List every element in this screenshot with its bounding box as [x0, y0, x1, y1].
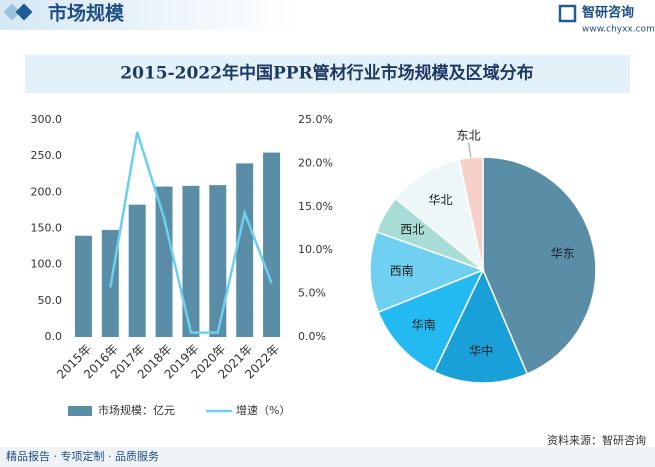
pie-label: 华南 [412, 317, 436, 332]
header-band [0, 0, 300, 30]
header-title: 市场规模 [48, 2, 125, 25]
legend-swatch [68, 406, 92, 416]
y2-tick-label: 15.0% [298, 200, 333, 213]
y2-tick-label: 25.0% [298, 113, 333, 126]
bar [74, 235, 92, 337]
pie-label: 华东 [551, 246, 575, 260]
y-tick-label: 250.0 [31, 149, 63, 162]
bar [263, 152, 281, 337]
y-tick-label: 50.0 [38, 294, 63, 307]
pie-label: 西南 [390, 263, 414, 278]
leader-line [468, 142, 472, 158]
url: www.chyxx.com [582, 25, 655, 35]
pie-slice [394, 158, 485, 272]
pie-slice [458, 156, 484, 271]
bar [182, 185, 200, 337]
pie-slice [369, 230, 486, 314]
footer-left: 精品报告 · 专项定制 · 品质服务 [6, 449, 159, 463]
y2-tick-label: 20.0% [298, 156, 333, 169]
pie-slice [482, 156, 597, 375]
pie-slice [433, 268, 529, 384]
y-tick-label: 0.0 [45, 330, 63, 343]
y2-tick-label: 5.0% [298, 287, 326, 300]
y-tick-label: 300.0 [31, 113, 63, 126]
footer-band [0, 447, 655, 467]
y-tick-label: 150.0 [31, 222, 63, 235]
legend-label: 市场规模：亿元 [98, 403, 175, 417]
brand: 智研咨询 [582, 5, 634, 21]
pie-label: 华北 [428, 193, 452, 207]
logo-icon [558, 4, 577, 23]
bar [128, 204, 146, 337]
legend-label: 增速（%） [236, 403, 290, 417]
bar [209, 185, 227, 337]
y-tick-label: 100.0 [31, 258, 63, 271]
growth-line [109, 131, 273, 334]
y-tick-label: 200.0 [31, 185, 63, 198]
y2-tick-label: 0.0% [298, 330, 326, 343]
title-band [25, 55, 630, 93]
pie-label: 华中 [469, 343, 493, 358]
bar [155, 186, 173, 337]
y2-tick-label: 10.0% [298, 243, 333, 256]
pie-slice [377, 268, 485, 373]
pie-label: 东北 [457, 128, 481, 142]
pie-label: 西北 [400, 222, 424, 236]
chart-title: 2015-2022年中国PPR管材行业市场规模及区域分布 [120, 63, 533, 84]
bar [236, 163, 254, 337]
footer-right: 资料来源：智研咨询 [547, 433, 646, 447]
